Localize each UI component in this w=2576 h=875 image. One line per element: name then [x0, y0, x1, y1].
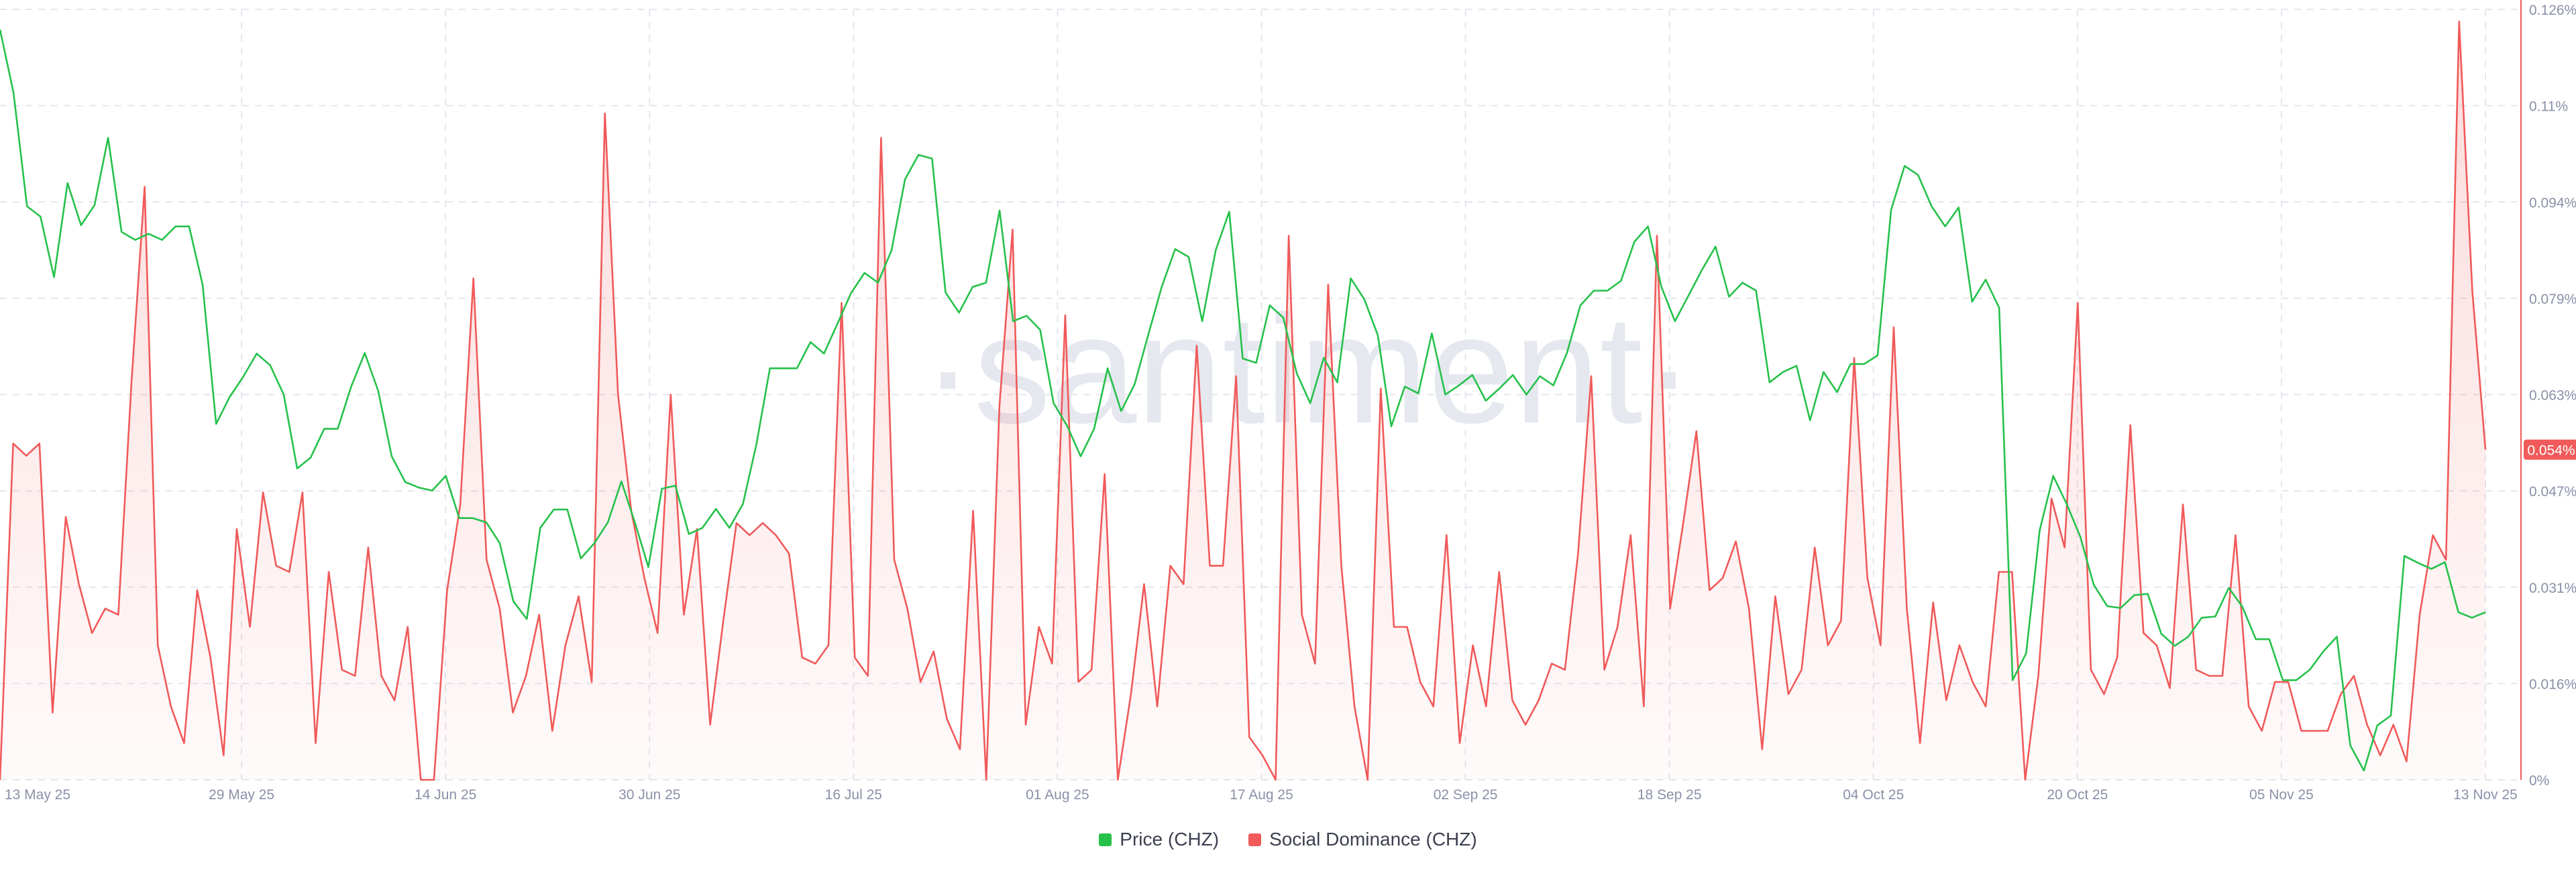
- price-line: [0, 29, 2486, 772]
- y-tick-label: 0.094%: [2529, 195, 2576, 211]
- x-tick-label: 02 Sep 25: [1434, 787, 1498, 803]
- legend-swatch-social-dominance: [1248, 833, 1262, 846]
- axis-layer: 0% 0.016% 0.031% 0.047% 0.063% 0.079% 0.094% 0.…: [5, 0, 2576, 803]
- x-tick-label: 13 May 25: [5, 787, 70, 803]
- current-value-badge: [2524, 439, 2576, 460]
- current-value-label: 0.054%: [2527, 443, 2575, 459]
- x-tick-label: 05 Nov 25: [2249, 787, 2314, 803]
- x-tick-label: 30 Jun 25: [619, 787, 680, 803]
- y-tick-label: 0.016%: [2529, 677, 2576, 692]
- y-tick-label: 0.047%: [2529, 484, 2576, 500]
- y-tick-label: 0.079%: [2529, 292, 2576, 307]
- y-tick-label: 0.126%: [2529, 3, 2576, 18]
- y-tick-label: 0.031%: [2529, 581, 2576, 596]
- y-tick-label: 0.063%: [2529, 388, 2576, 404]
- legend-swatch-price: [1099, 833, 1112, 846]
- x-tick-label: 18 Sep 25: [1638, 787, 1702, 803]
- legend: Price (CHZ) Social Dominance (CHZ): [0, 826, 2576, 853]
- x-tick-label: 16 Jul 25: [825, 787, 882, 803]
- line-layer: [0, 20, 2487, 781]
- y-tick-label: 0%: [2529, 773, 2549, 789]
- x-tick-label: 17 Aug 25: [1230, 787, 1293, 803]
- x-tick-label: 20 Oct 25: [2047, 787, 2108, 803]
- watermark-text: ·santiment·: [922, 283, 1694, 455]
- legend-label-price: Price (CHZ): [1120, 829, 1220, 850]
- x-tick-label: 29 May 25: [209, 787, 274, 803]
- x-tick-label: 13 Nov 25: [2453, 787, 2518, 803]
- legend-item-price[interactable]: Price (CHZ): [1099, 829, 1219, 850]
- x-tick-label: 04 Oct 25: [1843, 787, 1904, 803]
- x-tick-label: 01 Aug 25: [1026, 787, 1089, 803]
- area-layer: [0, 21, 2485, 780]
- social-dominance-area: [0, 21, 2485, 780]
- x-tick-label: 14 Jun 25: [415, 787, 476, 803]
- social-dominance-line: [0, 20, 2487, 781]
- y-tick-label: 0.11%: [2529, 99, 2568, 115]
- legend-label-social-dominance: Social Dominance (CHZ): [1269, 829, 1477, 850]
- legend-item-social-dominance[interactable]: Social Dominance (CHZ): [1248, 829, 1477, 850]
